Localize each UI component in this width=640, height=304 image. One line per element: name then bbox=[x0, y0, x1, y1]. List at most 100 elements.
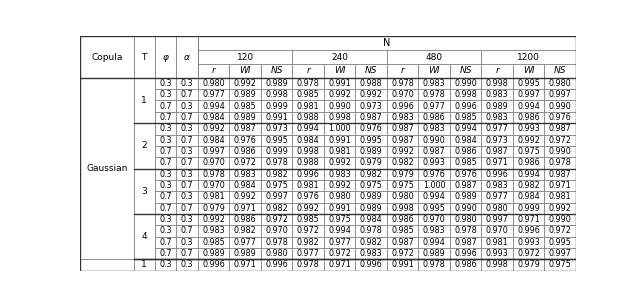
Text: 0.983: 0.983 bbox=[328, 170, 351, 179]
Bar bbox=[419, 214, 450, 225]
Text: 0.997: 0.997 bbox=[202, 147, 225, 156]
Bar bbox=[292, 146, 324, 157]
Text: 0.971: 0.971 bbox=[328, 261, 351, 269]
Text: NS: NS bbox=[460, 67, 472, 75]
Bar bbox=[450, 237, 481, 248]
Text: 0.7: 0.7 bbox=[159, 113, 172, 122]
Text: 0.975: 0.975 bbox=[549, 261, 572, 269]
Text: 0.987: 0.987 bbox=[454, 181, 477, 190]
Bar bbox=[481, 157, 513, 168]
Text: 0.990: 0.990 bbox=[454, 79, 477, 88]
Bar bbox=[292, 112, 324, 123]
Bar bbox=[229, 248, 260, 259]
Text: 0.980: 0.980 bbox=[202, 79, 225, 88]
Bar bbox=[177, 157, 198, 168]
Bar bbox=[513, 259, 545, 271]
Text: 0.971: 0.971 bbox=[234, 261, 257, 269]
Bar bbox=[387, 180, 419, 191]
Text: 0.7: 0.7 bbox=[180, 181, 193, 190]
Bar bbox=[198, 134, 229, 146]
Text: 0.3: 0.3 bbox=[181, 124, 193, 133]
Text: 0.994: 0.994 bbox=[517, 170, 540, 179]
Text: 0.3: 0.3 bbox=[159, 79, 172, 88]
Text: 0.7: 0.7 bbox=[159, 192, 172, 201]
Text: 0.990: 0.990 bbox=[549, 147, 572, 156]
Text: WI: WI bbox=[239, 67, 251, 75]
Bar bbox=[355, 180, 387, 191]
Text: 0.7: 0.7 bbox=[180, 204, 193, 213]
Bar bbox=[260, 89, 292, 101]
Bar bbox=[513, 214, 545, 225]
Text: 0.995: 0.995 bbox=[549, 238, 572, 247]
Text: 1.000: 1.000 bbox=[328, 124, 351, 133]
Bar bbox=[198, 157, 229, 168]
Bar bbox=[155, 168, 177, 180]
Text: 0.970: 0.970 bbox=[391, 90, 414, 99]
Text: 0.975: 0.975 bbox=[265, 181, 288, 190]
Bar bbox=[545, 101, 576, 112]
Bar bbox=[481, 101, 513, 112]
Bar bbox=[292, 248, 324, 259]
Text: r: r bbox=[495, 67, 499, 75]
Text: 0.999: 0.999 bbox=[265, 102, 288, 111]
Text: 0.7: 0.7 bbox=[159, 102, 172, 111]
Bar bbox=[292, 191, 324, 202]
Bar bbox=[177, 112, 198, 123]
Text: 0.982: 0.982 bbox=[391, 158, 414, 167]
Text: 0.991: 0.991 bbox=[265, 113, 288, 122]
Bar bbox=[545, 202, 576, 214]
Text: 0.979: 0.979 bbox=[517, 261, 540, 269]
Bar bbox=[260, 157, 292, 168]
Bar bbox=[419, 78, 450, 89]
Bar bbox=[260, 180, 292, 191]
Text: 0.3: 0.3 bbox=[181, 238, 193, 247]
Text: 480: 480 bbox=[426, 53, 443, 62]
Text: 0.987: 0.987 bbox=[454, 238, 477, 247]
Text: 0.978: 0.978 bbox=[297, 79, 319, 88]
Bar bbox=[419, 157, 450, 168]
Text: 0.979: 0.979 bbox=[360, 158, 383, 167]
Text: 0.989: 0.989 bbox=[265, 79, 288, 88]
Text: 0.989: 0.989 bbox=[360, 192, 383, 201]
Text: 0.980: 0.980 bbox=[549, 79, 572, 88]
Text: 0.980: 0.980 bbox=[265, 249, 288, 258]
Text: 0.984: 0.984 bbox=[234, 181, 257, 190]
Bar bbox=[260, 248, 292, 259]
Bar bbox=[292, 134, 324, 146]
Text: 0.996: 0.996 bbox=[486, 170, 509, 179]
Text: 0.990: 0.990 bbox=[549, 215, 572, 224]
Bar bbox=[355, 214, 387, 225]
Text: 0.975: 0.975 bbox=[360, 181, 383, 190]
Bar bbox=[198, 180, 229, 191]
Text: 0.989: 0.989 bbox=[423, 249, 445, 258]
Text: 0.3: 0.3 bbox=[181, 147, 193, 156]
Bar bbox=[324, 134, 355, 146]
Text: 0.996: 0.996 bbox=[454, 249, 477, 258]
Bar bbox=[177, 168, 198, 180]
Bar bbox=[292, 89, 324, 101]
Bar bbox=[260, 237, 292, 248]
Bar bbox=[387, 64, 419, 78]
Bar bbox=[324, 112, 355, 123]
Text: 0.977: 0.977 bbox=[328, 238, 351, 247]
Bar bbox=[513, 248, 545, 259]
Bar bbox=[513, 112, 545, 123]
Bar bbox=[481, 146, 513, 157]
Text: 0.995: 0.995 bbox=[360, 136, 383, 145]
Bar bbox=[387, 237, 419, 248]
Text: 0.986: 0.986 bbox=[517, 113, 540, 122]
Text: 0.994: 0.994 bbox=[328, 226, 351, 235]
Text: 0.998: 0.998 bbox=[265, 90, 288, 99]
Text: 0.978: 0.978 bbox=[549, 158, 572, 167]
Bar bbox=[387, 248, 419, 259]
Text: 0.996: 0.996 bbox=[202, 261, 225, 269]
Text: 0.996: 0.996 bbox=[265, 261, 288, 269]
Bar bbox=[292, 64, 324, 78]
Bar bbox=[155, 123, 177, 134]
Text: 0.987: 0.987 bbox=[486, 147, 509, 156]
Text: 0.3: 0.3 bbox=[159, 124, 172, 133]
Bar bbox=[545, 180, 576, 191]
Bar bbox=[387, 101, 419, 112]
Bar bbox=[292, 50, 387, 64]
Text: 0.987: 0.987 bbox=[391, 136, 414, 145]
